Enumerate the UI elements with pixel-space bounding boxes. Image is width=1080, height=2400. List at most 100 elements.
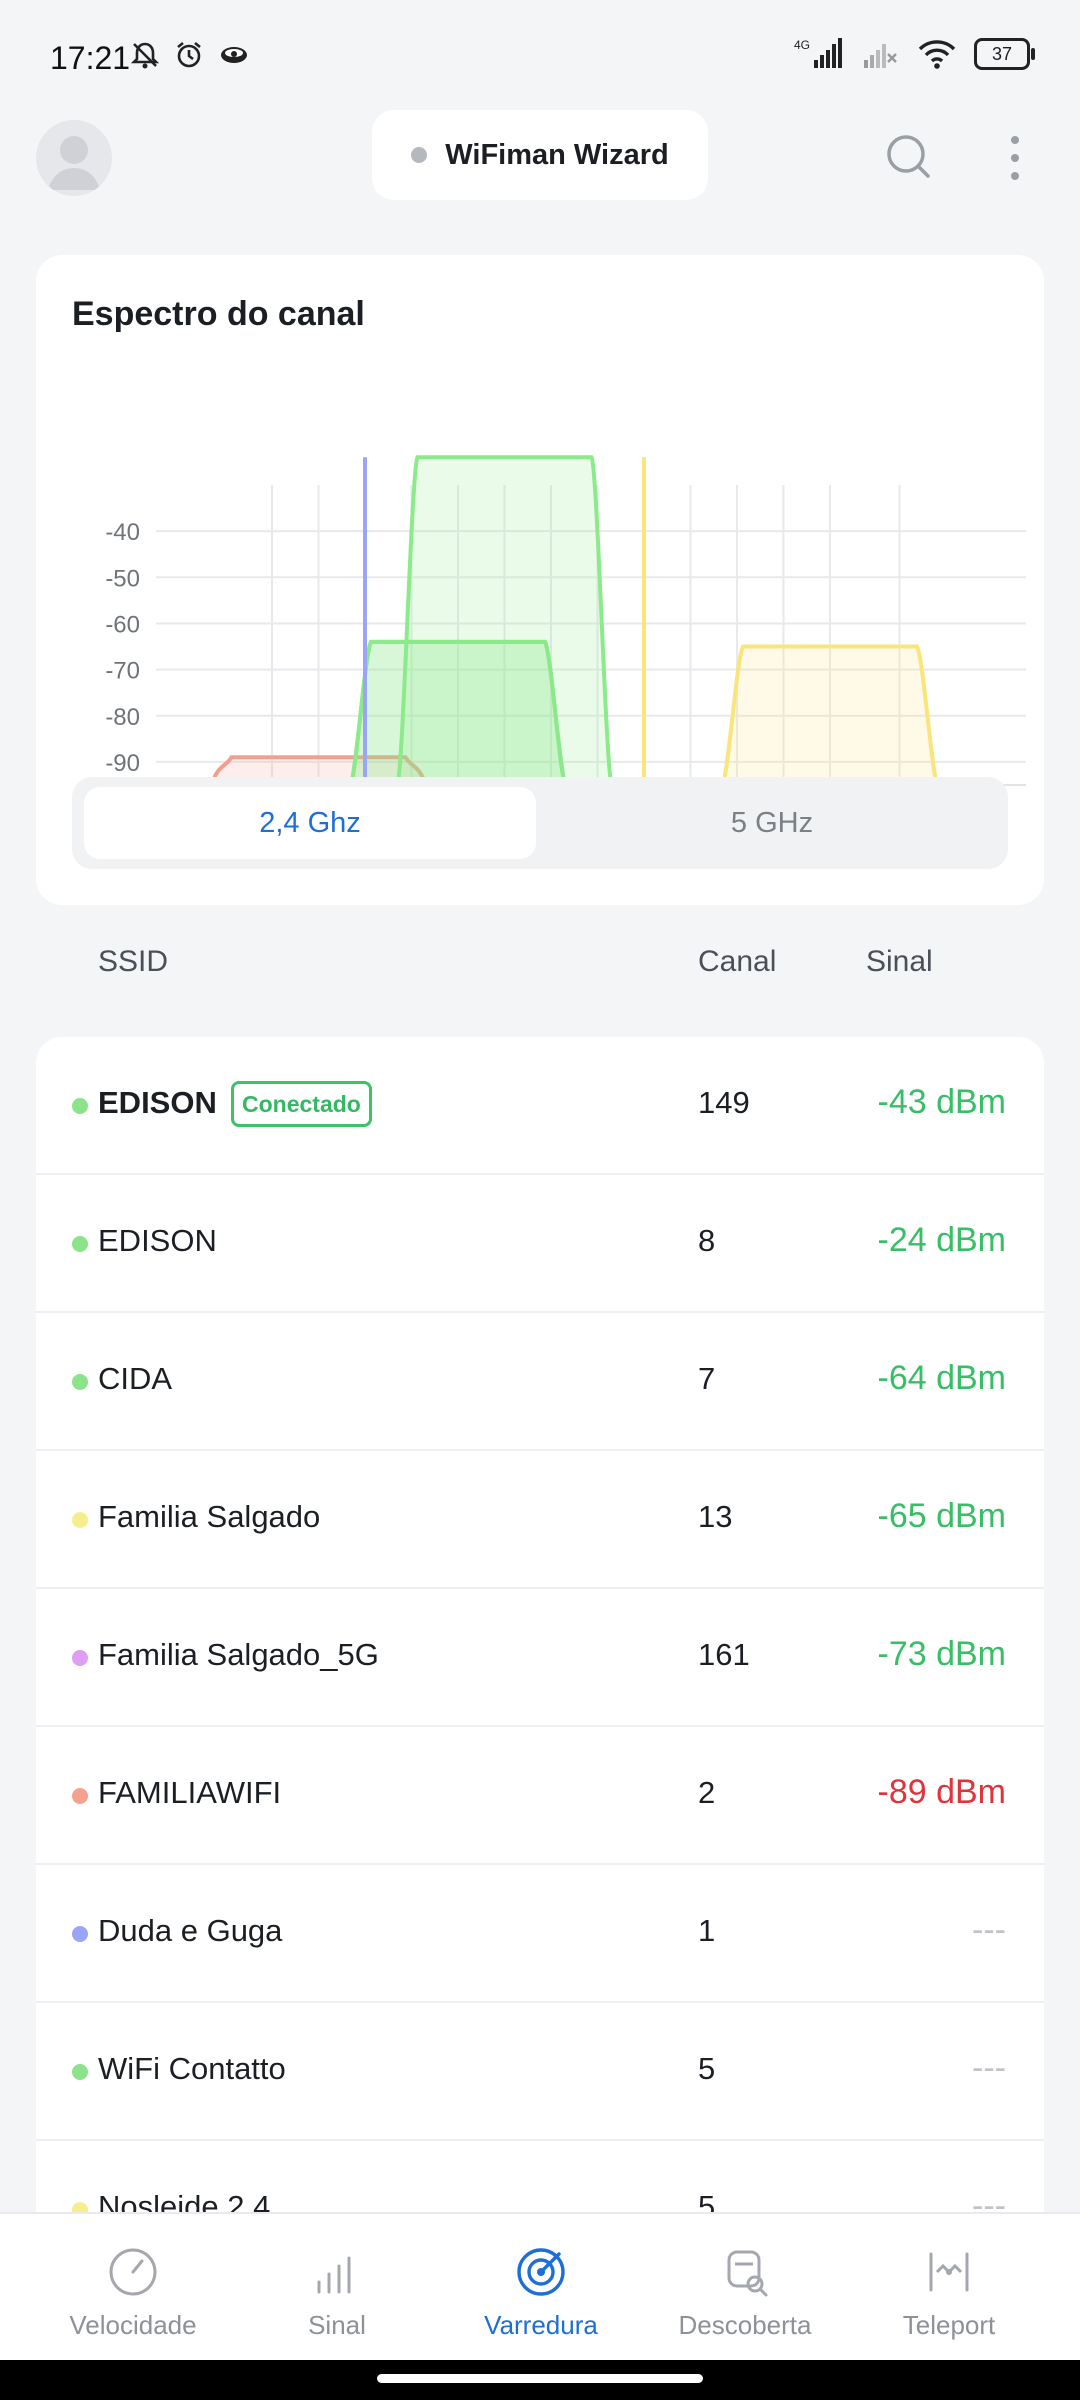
network-label: 4G [794, 38, 810, 52]
spectrum-chart: -40-50-60-70-80-901234567891011121314 [105, 455, 1026, 825]
spectrum-card: Espectro do canal -40-50-60-70-80-901234… [36, 255, 1044, 905]
spectrum-area [723, 646, 937, 785]
gesture-bar [0, 2360, 1080, 2400]
status-right-icons: 4G 37 [794, 38, 1035, 70]
network-row[interactable]: Familia Salgado_5G 161 -73 dBm [36, 1589, 1044, 1727]
network-row[interactable]: Duda e Guga 1 --- [36, 1865, 1044, 2003]
band-5ghz-tab[interactable]: 5 GHz [730, 807, 814, 839]
search-button[interactable] [880, 128, 940, 188]
nav-label: Sinal [308, 2310, 366, 2340]
y-tick-label: -90 [105, 750, 140, 777]
network-color-dot [72, 1236, 88, 1252]
network-signal: -43 dBm [877, 1083, 1007, 1121]
network-color-dot [72, 1098, 88, 1114]
avatar[interactable] [36, 120, 112, 196]
network-color-dot [72, 1512, 88, 1528]
spectrum-curve [721, 644, 939, 786]
nav-label: Teleport [902, 2310, 996, 2340]
network-ssid: Duda e Guga [98, 1913, 283, 1948]
spectrum-curve [395, 455, 614, 786]
more-button[interactable] [1000, 130, 1030, 190]
channel-header: Canal [698, 945, 777, 978]
status-left-icons [130, 40, 250, 70]
network-list: EDISON Conectado 149 -43 dBm EDISON 8 -2… [36, 1037, 1044, 2279]
speedometer-icon [109, 2248, 157, 2296]
wifi-icon [918, 40, 956, 69]
network-row[interactable]: EDISON Conectado 149 -43 dBm [36, 1037, 1044, 1175]
nav-label: Descoberta [678, 2310, 812, 2340]
y-tick-label: -70 [105, 658, 140, 685]
signal-weak-icon [864, 44, 897, 68]
network-ssid: FAMILIAWIFI [98, 1775, 282, 1810]
network-ssid: Familia Salgado [98, 1499, 321, 1534]
y-tick-label: -40 [105, 519, 140, 546]
spectrum-area [397, 457, 612, 785]
band-2-4ghz-tab[interactable]: 2,4 Ghz [84, 787, 536, 859]
nav-label: Velocidade [69, 2310, 197, 2340]
network-ssid: Familia Salgado_5G [98, 1637, 379, 1672]
network-ssid: EDISON [98, 1223, 217, 1258]
avatar-icon [48, 136, 100, 190]
network-row[interactable]: Familia Salgado 13 -65 dBm [36, 1451, 1044, 1589]
alarm-icon [177, 41, 201, 68]
bottom-nav: Velocidade Sinal Varredura Descoberta Te… [0, 2212, 1080, 2362]
y-tick-label: -50 [105, 565, 140, 592]
nav-label: Varredura [484, 2310, 598, 2340]
network-signal: -24 dBm [877, 1221, 1007, 1259]
network-channel: 8 [698, 1223, 716, 1258]
network-row[interactable]: CIDA 7 -64 dBm [36, 1313, 1044, 1451]
network-ssid: EDISON [98, 1085, 217, 1120]
network-row[interactable]: EDISON 8 -24 dBm [36, 1175, 1044, 1313]
network-channel: 2 [698, 1775, 716, 1810]
battery-icon: 37 [974, 38, 1035, 70]
network-color-dot [72, 1650, 88, 1666]
nav-sinal[interactable]: Sinal [229, 2214, 445, 2362]
wizard-button[interactable]: WiFiman Wizard [372, 110, 708, 200]
eye-icon [221, 47, 247, 63]
network-color-dot [72, 1374, 88, 1390]
connected-badge: Conectado [231, 1081, 372, 1127]
network-ssid: WiFi Contatto [98, 2051, 286, 2086]
y-tick-label: -60 [105, 611, 140, 638]
network-signal: -73 dBm [877, 1635, 1007, 1673]
nav-descoberta[interactable]: Descoberta [637, 2214, 853, 2362]
network-row[interactable]: FAMILIAWIFI 2 -89 dBm [36, 1727, 1044, 1865]
radar-icon [517, 2248, 565, 2296]
signal-icon: 4G [794, 38, 842, 68]
signal-header: Sinal [866, 945, 933, 978]
home-indicator[interactable] [377, 2374, 703, 2383]
network-channel: 161 [698, 1637, 750, 1672]
network-channel: 7 [698, 1361, 716, 1396]
teleport-icon [929, 2252, 969, 2292]
discovery-icon [727, 2250, 768, 2297]
nav-varredura[interactable]: Varredura [433, 2214, 649, 2362]
network-color-dot [72, 1926, 88, 1942]
status-time: 17:21 [50, 40, 131, 76]
table-header: SSID Canal Sinal [0, 935, 1080, 995]
band-toggle: 2,4 Ghz 5 GHz [72, 777, 1008, 869]
network-row[interactable]: WiFi Contatto 5 --- [36, 2003, 1044, 2141]
spectrum-curve [209, 755, 428, 786]
network-channel: 1 [698, 1913, 716, 1948]
search-icon [887, 135, 930, 178]
status-bar: 17:21 4G 37 [0, 0, 1080, 120]
nav-velocidade[interactable]: Velocidade [25, 2214, 241, 2362]
network-signal: --- [972, 2049, 1006, 2087]
network-channel: 149 [698, 1085, 750, 1120]
ssid-header: SSID [98, 945, 169, 978]
y-tick-label: -80 [105, 704, 140, 731]
nav-teleport[interactable]: Teleport [841, 2214, 1057, 2362]
more-vertical-icon [1011, 136, 1019, 180]
network-signal: -65 dBm [877, 1497, 1007, 1535]
bell-off-icon [130, 42, 160, 69]
spectrum-title: Espectro do canal [72, 295, 365, 333]
network-signal: -89 dBm [877, 1773, 1007, 1811]
network-channel: 13 [698, 1499, 733, 1534]
spectrum-curve [349, 639, 567, 786]
network-ssid: CIDA [98, 1361, 173, 1396]
network-signal: --- [972, 1911, 1006, 1949]
network-color-dot [72, 2064, 88, 2080]
wizard-title: WiFiman Wizard [445, 138, 669, 171]
wizard-status-dot [411, 147, 428, 163]
network-channel: 5 [698, 2051, 716, 2086]
